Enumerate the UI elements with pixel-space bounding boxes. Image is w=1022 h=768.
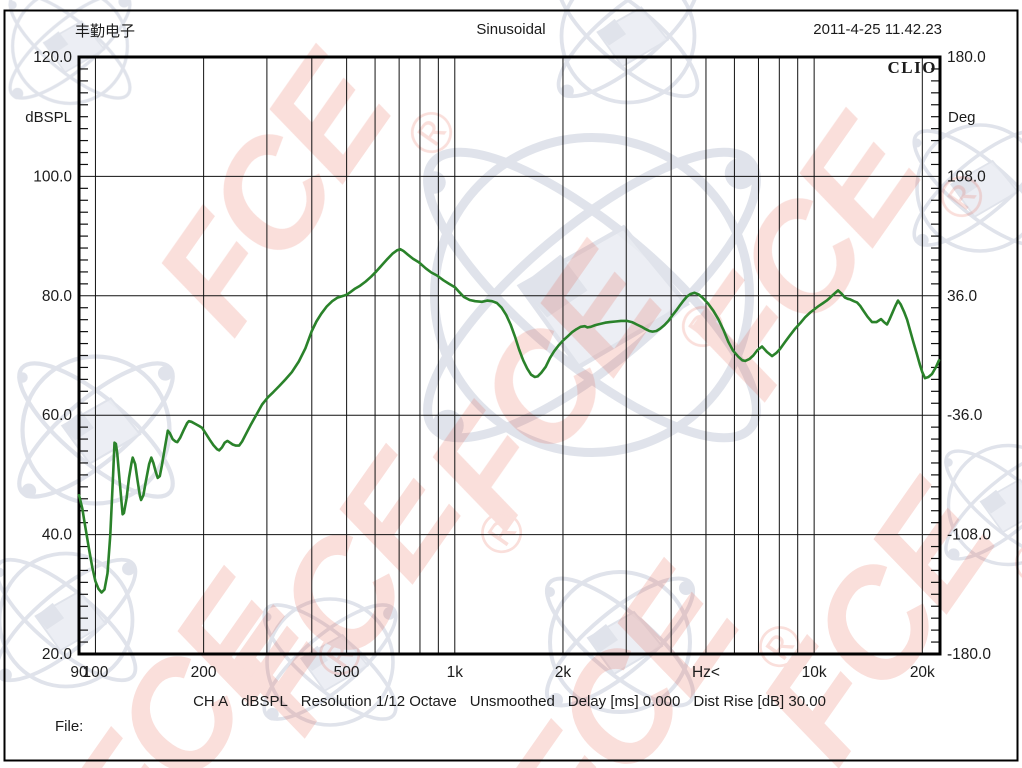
y-axis-right-unit: Deg xyxy=(948,109,976,126)
y-right-tick-label: -180.0 xyxy=(947,646,991,663)
status-dist-rise: Dist Rise [dB] 30.00 xyxy=(693,693,826,710)
status-channel: CH A xyxy=(193,693,229,710)
y-left-tick-label: 100.0 xyxy=(33,168,72,185)
status-smoothing: Unsmoothed xyxy=(469,693,555,710)
x-tick-label: Hz< xyxy=(692,664,720,681)
clio-logo: CLIO xyxy=(887,58,937,77)
measurement-datetime: 2011-4-25 11.42.23 xyxy=(813,21,942,38)
response-curve xyxy=(77,247,941,594)
y-left-tick-label: 80.0 xyxy=(42,288,73,305)
status-unit: dBSPL xyxy=(241,693,288,710)
x-tick-label: 200 xyxy=(191,664,217,681)
x-tick-label: 90 xyxy=(70,664,88,681)
measurement-title: Sinusoidal xyxy=(476,21,546,38)
x-tick-label: 2k xyxy=(555,664,572,681)
y-right-tick-label: 36.0 xyxy=(947,288,978,305)
y-right-tick-label: 108.0 xyxy=(947,168,986,185)
status-resolution: Resolution 1/12 Octave xyxy=(300,693,457,710)
y-left-tick-label: 120.0 xyxy=(33,49,72,66)
y-left-tick-label: 20.0 xyxy=(42,646,73,663)
file-label: File: xyxy=(55,718,84,735)
y-right-tick-label: -108.0 xyxy=(947,527,991,544)
plot-frame xyxy=(77,55,942,656)
company-name: 丰勤电子 xyxy=(75,23,136,40)
y-left-tick-label: 40.0 xyxy=(42,527,73,544)
status-delay: Delay [ms] 0.000 xyxy=(567,693,681,710)
y-right-tick-label: 180.0 xyxy=(947,49,986,66)
window-border xyxy=(3,9,1019,762)
x-tick-label: 20k xyxy=(910,664,935,681)
status-bar: CH A dBSPL Resolution 1/12 Octave Unsmoo… xyxy=(79,693,940,710)
x-tick-label: 100 xyxy=(83,664,109,681)
x-tick-label: 500 xyxy=(334,664,360,681)
y-axis-left-unit: dBSPL xyxy=(25,109,72,126)
y-right-tick-label: -36.0 xyxy=(947,407,983,424)
x-tick-label: 10k xyxy=(802,664,827,681)
y-left-tick-label: 60.0 xyxy=(42,407,73,424)
x-tick-label: 1k xyxy=(447,664,464,681)
